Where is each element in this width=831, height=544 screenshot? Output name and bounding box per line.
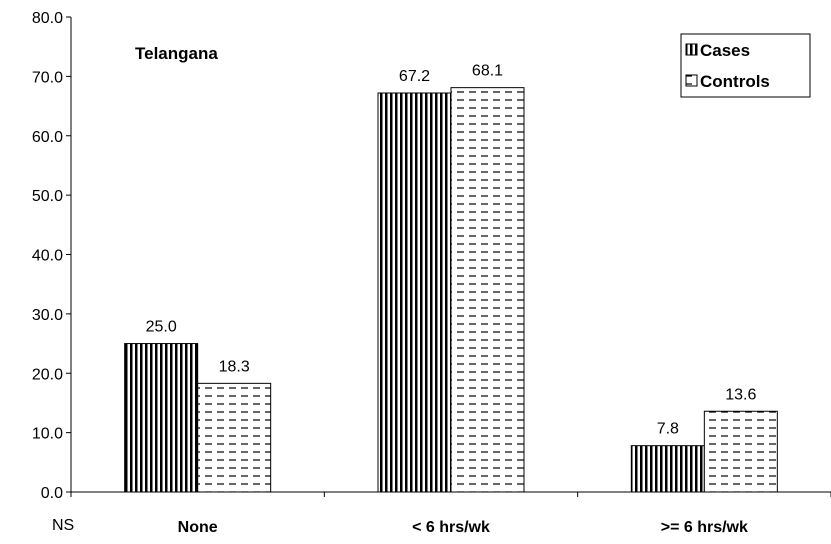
y-tick-label: 20.0 [32, 366, 63, 383]
data-label: 7.8 [657, 421, 679, 438]
data-label: 18.3 [219, 358, 250, 375]
legend-label-cases: Cases [700, 41, 750, 60]
x-ticks [70, 492, 831, 497]
bar-cases-0 [124, 343, 199, 493]
category-labels: None < 6 hrs/wk >= 6 hrs/wk [178, 519, 748, 536]
legend-label-controls: Controls [700, 72, 770, 91]
bars [124, 87, 778, 493]
data-label: 68.1 [472, 63, 503, 80]
y-tick-label: 50.0 [32, 188, 63, 205]
y-tick-label: 70.0 [32, 69, 63, 86]
chart-title: Telangana [135, 44, 218, 63]
data-labels: 25.0 18.3 67.2 68.1 7.8 13.6 [146, 63, 757, 438]
y-tick-label: 60.0 [32, 129, 63, 146]
data-label: 13.6 [725, 386, 756, 403]
data-label: 25.0 [146, 319, 177, 336]
legend-box [680, 33, 811, 98]
bar-cases-2 [630, 445, 705, 493]
bar-controls-0 [197, 382, 272, 493]
bar-controls-1 [450, 87, 525, 493]
y-tick-label: 80.0 [32, 10, 63, 27]
legend-swatch-cases [685, 43, 698, 56]
y-tick-label: 30.0 [32, 307, 63, 324]
category-label: < 6 hrs/wk [412, 519, 490, 536]
category-label: None [178, 519, 218, 536]
y-tick-label: 10.0 [32, 426, 63, 443]
data-label: 67.2 [399, 68, 430, 85]
y-tick-label: 40.0 [32, 248, 63, 265]
legend: Cases Controls [680, 33, 811, 98]
y-tick-label: 0.0 [41, 485, 63, 502]
bar-controls-2 [703, 410, 778, 493]
y-ticks: 0.0 10.0 20.0 30.0 40.0 50.0 60.0 70.0 80.0 [32, 10, 71, 502]
footnote: NS [52, 517, 74, 534]
bar-cases-1 [377, 92, 452, 493]
legend-swatch-controls [685, 74, 698, 87]
category-label: >= 6 hrs/wk [661, 519, 748, 536]
